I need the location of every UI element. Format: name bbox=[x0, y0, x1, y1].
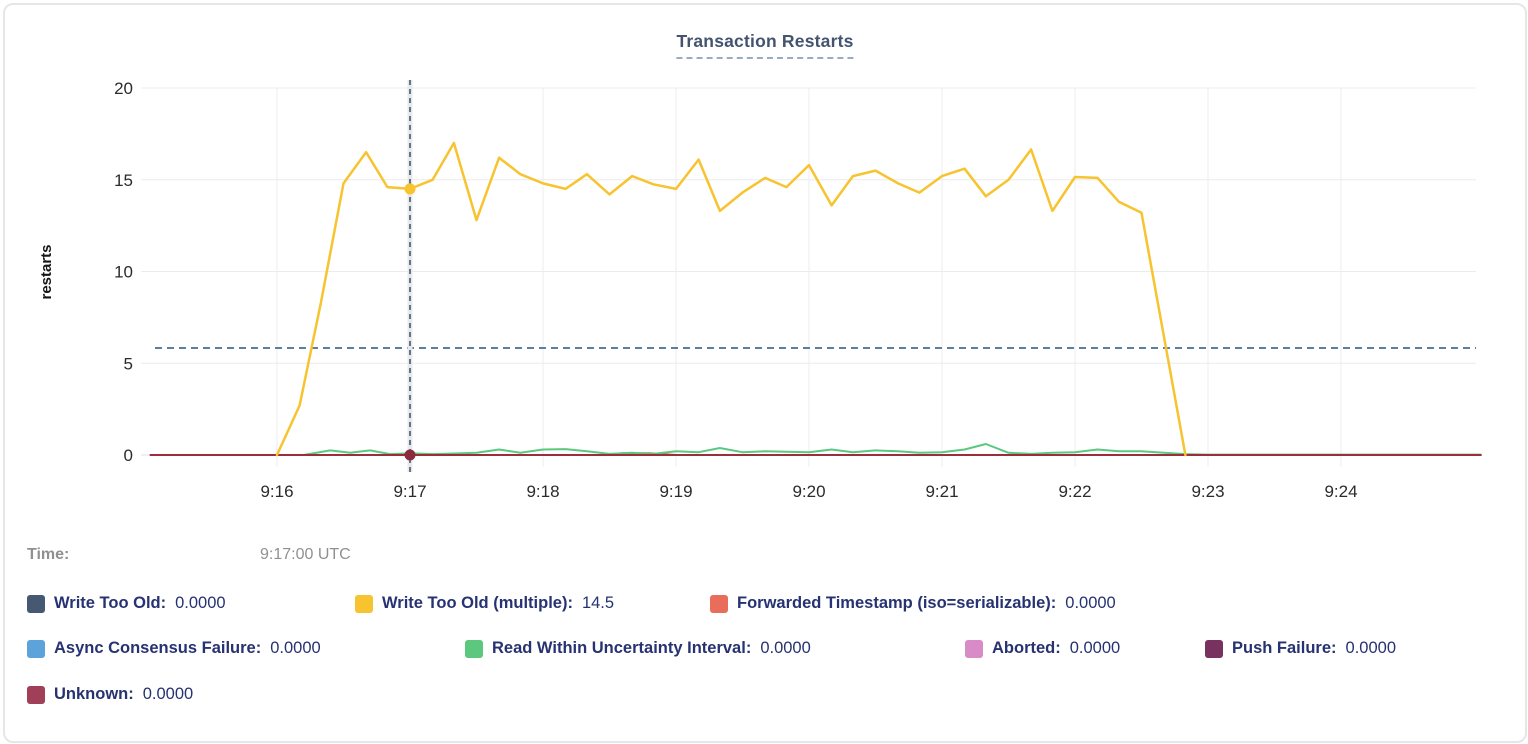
legend-swatch bbox=[710, 594, 728, 613]
legend-label: Aborted: bbox=[992, 639, 1061, 657]
legend-value: 0.0000 bbox=[270, 639, 321, 657]
crosshair-band bbox=[407, 80, 413, 472]
legend-label: Write Too Old: bbox=[54, 594, 167, 612]
legend-label: Push Failure: bbox=[1232, 639, 1337, 657]
legend-item: Write Too Old (multiple): 14.5 bbox=[355, 594, 614, 613]
legend-label: Forwarded Timestamp (iso=serializable): bbox=[737, 594, 1057, 612]
legend-label: Unknown: bbox=[54, 685, 134, 703]
legend-swatch bbox=[465, 639, 483, 658]
chart-title: Transaction Restarts bbox=[676, 31, 854, 59]
y-tick-label: 5 bbox=[124, 354, 133, 373]
series-line-write-too-old-multiple- bbox=[275, 141, 1187, 457]
legend-value: 0.0000 bbox=[1345, 639, 1396, 657]
legend-value: 0.0000 bbox=[760, 639, 811, 657]
x-tick-label: 9:17 bbox=[393, 482, 426, 501]
series-line-read-within-uncertainty-interval bbox=[302, 443, 1482, 456]
legend-swatch bbox=[27, 639, 45, 658]
chart-plot-area[interactable]: 0 5 10 15 20 9:16 9:17 9:18 9:19 9:20 9:21 9:22 9:23… bbox=[5, 5, 1527, 525]
legend-item: Write Too Old: 0.0000 bbox=[27, 594, 226, 613]
x-tick-label: 9:23 bbox=[1191, 482, 1224, 501]
x-tick-label: 9:19 bbox=[659, 482, 692, 501]
x-tick-label: 9:20 bbox=[792, 482, 825, 501]
y-axis-label: restarts bbox=[38, 244, 55, 299]
legend-value: 0.0000 bbox=[1069, 639, 1121, 657]
y-tick-label: 20 bbox=[114, 79, 133, 98]
legend-item: Unknown: 0.0000 bbox=[27, 685, 193, 704]
legend-swatch bbox=[27, 594, 45, 613]
legend-label: Async Consensus Failure: bbox=[54, 639, 262, 657]
legend-value: 14.5 bbox=[581, 594, 615, 612]
y-tick-label: 15 bbox=[114, 171, 133, 190]
legend-swatch bbox=[27, 685, 45, 704]
legend-value: 0.0000 bbox=[175, 594, 226, 612]
legend-item: Push Failure: 0.0000 bbox=[1205, 639, 1396, 658]
hover-point-unknown bbox=[404, 449, 416, 461]
legend-item: Read Within Uncertainty Interval: 0.0000 bbox=[465, 639, 811, 658]
legend-item: Aborted: 0.0000 bbox=[965, 639, 1120, 658]
chart-card: Transaction Restarts 0 5 10 15 20 9:16 9:17 9:1… bbox=[3, 3, 1527, 743]
chart-title-wrap: Transaction Restarts bbox=[676, 31, 854, 59]
x-tick-label: 9:18 bbox=[526, 482, 559, 501]
x-tick-label: 9:24 bbox=[1324, 482, 1357, 501]
legend-label: Write Too Old (multiple): bbox=[382, 594, 573, 612]
x-tick-label: 9:22 bbox=[1058, 482, 1091, 501]
tooltip-time-value: 9:17:00 UTC bbox=[260, 546, 351, 563]
legend-value: 0.0000 bbox=[1065, 594, 1116, 612]
legend-item: Async Consensus Failure: 0.0000 bbox=[27, 639, 321, 658]
legend-swatch bbox=[1205, 639, 1223, 658]
hover-point-write-too-old-multiple- bbox=[404, 183, 416, 195]
legend-value: 0.0000 bbox=[142, 685, 194, 703]
tooltip-time-label: Time: bbox=[27, 546, 70, 563]
x-tick-label: 9:16 bbox=[260, 482, 293, 501]
x-tick-label: 9:21 bbox=[925, 482, 958, 501]
legend-item: Forwarded Timestamp (iso=serializable): 0… bbox=[710, 594, 1116, 613]
legend-swatch bbox=[965, 639, 983, 658]
y-tick-label: 10 bbox=[114, 263, 133, 282]
y-tick-label: 0 bbox=[124, 446, 133, 465]
legend-label: Read Within Uncertainty Interval: bbox=[492, 639, 752, 657]
legend-swatch bbox=[355, 594, 373, 613]
